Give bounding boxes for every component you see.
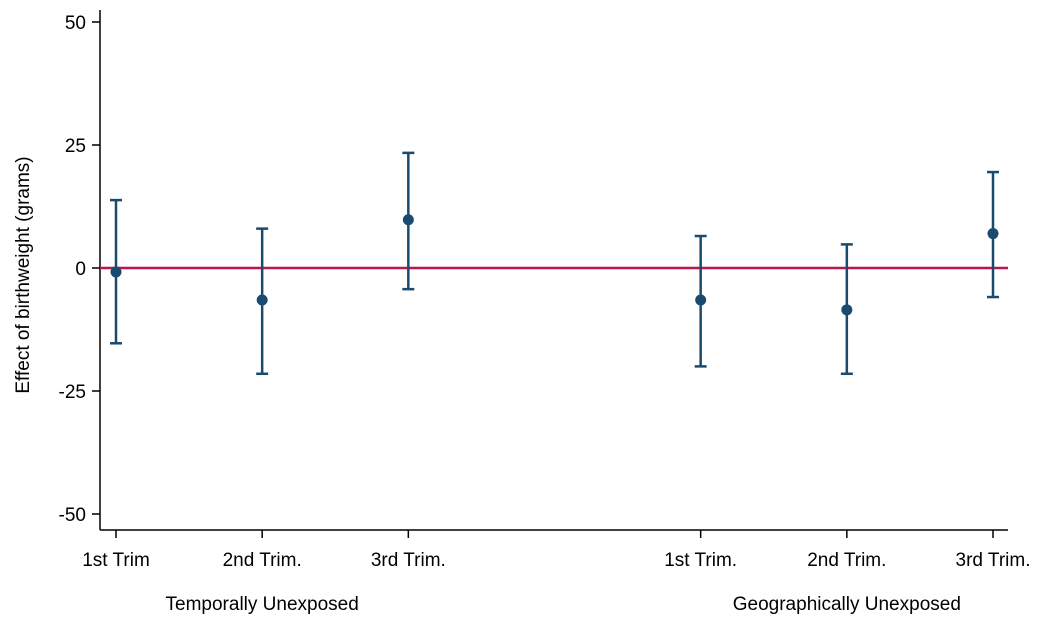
- x-tick-label: 3rd Trim.: [371, 550, 446, 571]
- y-tick-label: -50: [59, 505, 86, 526]
- point-estimate: [841, 304, 853, 316]
- x-tick-label: 2nd Trim.: [223, 550, 302, 571]
- group-label: Temporally Unexposed: [166, 594, 359, 615]
- y-tick-label: 0: [75, 259, 86, 280]
- y-axis-title: Effect of birthweight (grams): [13, 156, 34, 393]
- y-tick-label: 50: [65, 13, 86, 34]
- point-estimate: [110, 266, 122, 278]
- group-label: Geographically Unexposed: [733, 594, 961, 615]
- x-tick-label: 1st Trim.: [664, 550, 737, 571]
- x-tick-label: 3rd Trim.: [956, 550, 1031, 571]
- y-tick-label: 25: [65, 136, 86, 157]
- point-estimate: [256, 294, 268, 306]
- x-tick-label: 2nd Trim.: [807, 550, 886, 571]
- x-tick-label: 1st Trim: [82, 550, 150, 571]
- y-tick-label: -25: [59, 382, 86, 403]
- point-estimate: [987, 228, 999, 240]
- point-estimate: [695, 294, 707, 306]
- point-estimate: [402, 214, 414, 226]
